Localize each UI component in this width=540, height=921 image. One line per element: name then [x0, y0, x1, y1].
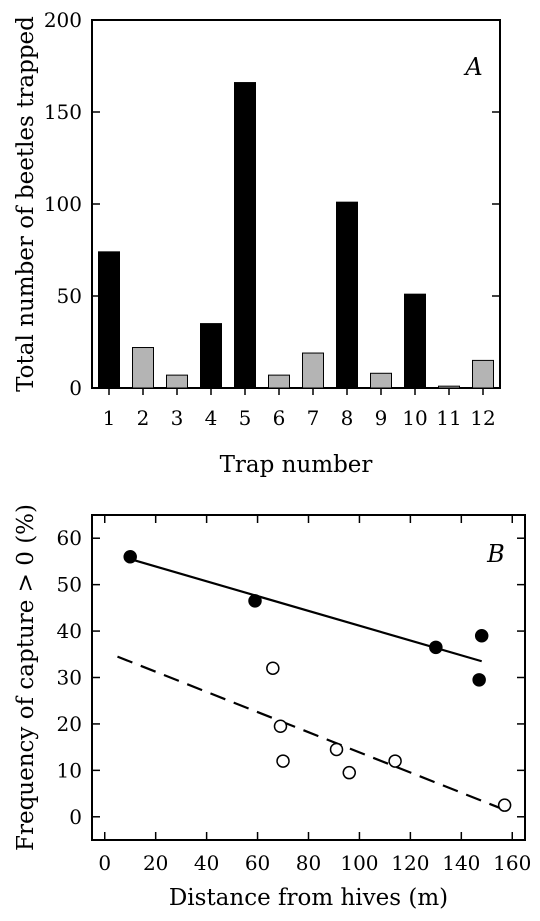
bar-trap-5: [234, 82, 256, 389]
x-tick-label: 160: [493, 851, 531, 875]
bar-trap-3: [166, 374, 188, 389]
panel-a-x-axis-title: Trap number: [220, 452, 373, 478]
open-point: [273, 719, 288, 733]
bar-trap-11: [438, 385, 460, 389]
x-tick-label: 0: [98, 851, 111, 875]
x-tick-label: 12: [470, 406, 495, 430]
y-tick-label: 150: [44, 100, 82, 124]
x-tick-label: 40: [194, 851, 219, 875]
y-tick-label: 50: [57, 573, 82, 597]
x-tick-label: 100: [340, 851, 378, 875]
filled-point: [474, 628, 489, 643]
panel-a-bars: [98, 82, 494, 389]
x-tick-label: 5: [239, 406, 252, 430]
x-tick-label: 10: [402, 406, 427, 430]
panel-a-frame: [91, 19, 501, 389]
filled-point: [472, 673, 486, 687]
panel-a-y-axis-title: Total number of beetles trapped: [13, 16, 39, 392]
bar-trap-12: [472, 359, 494, 389]
panel-b-y-ticks: 0 10 20 30 40 50 60: [57, 526, 525, 829]
bar-trap-9: [370, 372, 392, 389]
filled-point: [429, 640, 443, 655]
open-point: [388, 754, 402, 768]
y-tick-label: 100: [44, 192, 82, 216]
bar-trap-4: [200, 323, 222, 389]
y-tick-label: 60: [57, 526, 82, 550]
bar-trap-2: [132, 347, 154, 389]
y-tick-label: 0: [69, 805, 82, 829]
x-tick-label: 80: [296, 851, 321, 875]
panel-b-x-axis-title: Distance from hives (m): [169, 885, 448, 911]
x-tick-label: 11: [436, 406, 461, 430]
y-tick-label: 50: [57, 284, 82, 308]
panel-b-frame: [91, 514, 526, 841]
panel-b-points: [123, 550, 512, 812]
panel-a-x-ticks: 1 2 3 4 5 6 7 8 9 10 11 12: [103, 388, 496, 430]
bar-trap-8: [336, 201, 358, 389]
open-point: [342, 765, 357, 780]
bar-trap-7: [302, 352, 324, 389]
x-tick-label: 120: [391, 851, 429, 875]
open-point: [497, 798, 512, 812]
x-tick-label: 20: [143, 851, 168, 875]
panel-b-fit-lines: [117, 558, 506, 811]
panel-b-letter: B: [486, 540, 505, 568]
open-point: [276, 754, 290, 768]
x-tick-label: 4: [205, 406, 218, 430]
fit-line-filled: [129, 558, 483, 663]
bar-trap-1: [98, 251, 120, 389]
bar-trap-6: [268, 374, 290, 389]
y-tick-label: 20: [57, 712, 82, 736]
x-tick-label: 140: [442, 851, 480, 875]
y-tick-label: 200: [44, 8, 82, 32]
panel-a-y-ticks: 0 50 100 150 200: [44, 8, 500, 400]
panel-b-y-axis-title: Frequency of capture > 0 (%): [13, 504, 39, 851]
panel-a-letter: A: [463, 53, 482, 81]
open-point: [329, 742, 344, 757]
fit-line-open: [117, 655, 506, 811]
y-tick-label: 40: [57, 619, 82, 643]
filled-point: [123, 550, 137, 564]
x-tick-label: 60: [245, 851, 270, 875]
x-tick-label: 6: [273, 406, 286, 430]
y-tick-label: 10: [57, 758, 82, 782]
x-tick-label: 2: [137, 406, 150, 430]
x-tick-label: 3: [171, 406, 184, 430]
panel-b-x-ticks: 0 20 40 60 80 100 120 140 160: [98, 515, 531, 875]
panel-b: 0 10 20 30 40 50 60 0 20 40 60 80 100 120 140 160 B Di…: [13, 504, 531, 911]
bar-trap-10: [404, 293, 426, 389]
x-tick-label: 8: [341, 406, 354, 430]
filled-point: [248, 594, 262, 608]
x-tick-label: 7: [307, 406, 320, 430]
x-tick-label: 1: [103, 406, 116, 430]
y-tick-label: 30: [57, 666, 82, 690]
x-tick-label: 9: [375, 406, 388, 430]
open-point: [266, 661, 280, 675]
y-tick-label: 0: [69, 376, 82, 400]
